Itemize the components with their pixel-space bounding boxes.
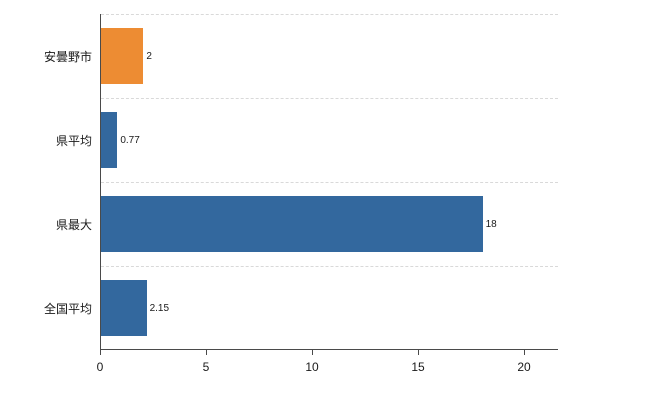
gridline <box>101 98 558 99</box>
x-tick-mark <box>206 350 207 355</box>
x-tick-mark <box>312 350 313 355</box>
bar-0 <box>101 28 144 84</box>
plot-area: 2 0.77 18 2.15 <box>100 14 558 350</box>
gridline <box>101 14 558 15</box>
category-label: 全国平均 <box>43 301 92 316</box>
bar-value-label: 2 <box>146 50 152 62</box>
bar-value-label: 2.15 <box>149 302 170 314</box>
gridline <box>101 182 558 183</box>
category-label: 県最大 <box>55 217 92 232</box>
gridline <box>101 266 558 267</box>
bar-value-label: 18 <box>485 218 497 230</box>
category-label: 県平均 <box>55 133 92 148</box>
x-tick-label: 0 <box>96 360 104 374</box>
bar-2 <box>101 196 483 252</box>
x-tick-mark <box>100 350 101 355</box>
bar-value-label: 0.77 <box>120 134 140 146</box>
x-tick-label: 5 <box>202 360 210 374</box>
x-tick-label: 15 <box>411 360 425 374</box>
x-tick-label: 20 <box>517 360 531 374</box>
x-tick-label: 10 <box>305 360 319 374</box>
x-tick-mark <box>418 350 419 355</box>
bar-3 <box>101 280 147 336</box>
category-label: 安曇野市 <box>43 49 92 64</box>
x-tick-mark <box>524 350 525 355</box>
bar-1 <box>101 112 118 168</box>
